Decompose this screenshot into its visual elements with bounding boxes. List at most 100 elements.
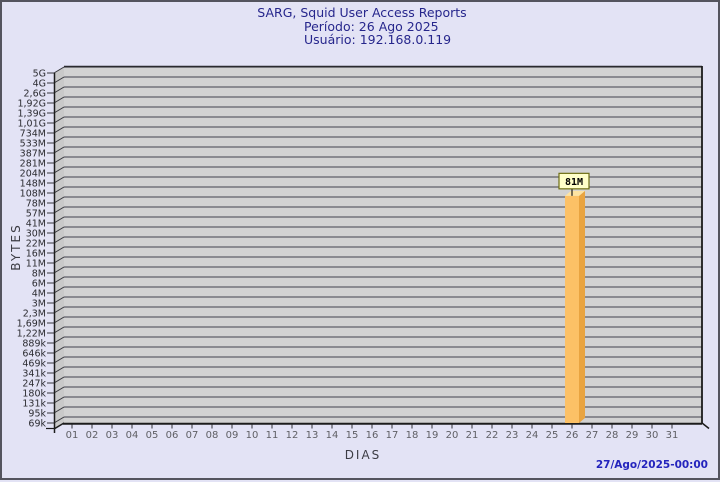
y-tick-label: 533M <box>20 139 46 150</box>
wall-diagonal <box>53 406 65 414</box>
plot-area <box>64 66 702 423</box>
wall-diagonal <box>53 416 65 424</box>
wall-diagonal <box>53 196 65 204</box>
wall-diagonal <box>53 136 65 144</box>
x-tick-label: 31 <box>666 430 679 441</box>
y-tick-label: 646k <box>22 349 46 360</box>
y-tick-label: 6M <box>32 279 46 290</box>
x-tick-label: 22 <box>486 430 499 441</box>
y-tick-label: 8M <box>32 269 46 280</box>
y-tick-label: 57M <box>26 209 46 220</box>
wall-diagonal <box>53 286 65 294</box>
y-tick-label: 281M <box>20 159 46 170</box>
y-tick-label: 78M <box>26 199 46 210</box>
x-tick-label: 29 <box>626 430 639 441</box>
x-tick-label: 14 <box>326 430 339 441</box>
x-tick-label: 08 <box>206 430 219 441</box>
y-tick-label: 4G <box>33 79 46 90</box>
x-tick-label: 30 <box>646 430 659 441</box>
y-tick-label: 148M <box>20 179 46 190</box>
wall-diagonal <box>53 156 65 164</box>
value-label-box <box>558 172 590 190</box>
wall-diagonal <box>53 116 65 124</box>
x-tick-label: 13 <box>306 430 319 441</box>
x-tick-label: 03 <box>106 430 119 441</box>
floor-right-bevel <box>701 422 710 430</box>
x-tick-label: 27 <box>586 430 599 441</box>
bar-value-label: 81M <box>565 177 583 188</box>
wall-diagonal <box>53 326 65 334</box>
x-tick-label: 18 <box>406 430 419 441</box>
y-tick-label: 41M <box>26 219 46 230</box>
wall-diagonal <box>53 206 65 214</box>
x-tick-label: 11 <box>266 430 279 441</box>
x-tick-label: 17 <box>386 430 399 441</box>
wall-diagonal <box>53 356 65 364</box>
wall-diagonal <box>53 316 65 324</box>
x-tick-label: 26 <box>566 430 579 441</box>
wall-diagonal <box>53 246 65 254</box>
x-tick-label: 25 <box>546 430 559 441</box>
x-tick-label: 20 <box>446 430 459 441</box>
data-bar-side <box>579 190 585 423</box>
x-tick-label: 12 <box>286 430 299 441</box>
wall-diagonal <box>53 86 65 94</box>
x-tick-label: 10 <box>246 430 259 441</box>
y-tick-label: 1,39G <box>17 109 46 120</box>
x-tick-label: 09 <box>226 430 239 441</box>
x-tick-label: 01 <box>66 430 79 441</box>
wall-diagonal <box>53 176 65 184</box>
y-tick-label: 3M <box>32 299 46 310</box>
wall-diagonal <box>53 146 65 154</box>
report-period: Período: 26 Ago 2025 <box>304 18 439 34</box>
x-tick-label: 28 <box>606 430 619 441</box>
wall-diagonal <box>53 236 65 244</box>
y-tick-label: 2,3M <box>23 309 46 320</box>
wall-diagonal <box>53 106 65 114</box>
wall-diagonal <box>53 276 65 284</box>
x-tick-label: 02 <box>86 430 99 441</box>
y-tick-label: 131k <box>22 399 46 410</box>
x-tick-label: 06 <box>166 430 179 441</box>
wall-diagonal <box>53 266 65 274</box>
wall-diagonal <box>53 96 65 104</box>
x-tick-label: 04 <box>126 430 139 441</box>
wall-diagonal <box>53 376 65 384</box>
x-axis-title: DIAS <box>344 448 382 462</box>
wall-diagonal <box>53 396 65 404</box>
x-tick-label: 15 <box>346 430 359 441</box>
wall-diagonal <box>53 166 65 174</box>
data-bar <box>565 195 579 423</box>
y-tick-label: 1,92G <box>17 99 46 110</box>
wall-diagonal <box>53 216 65 224</box>
y-tick-label: 180k <box>22 389 46 400</box>
y-tick-label: 1,22M <box>17 329 46 340</box>
y-tick-label: 5G <box>33 69 46 80</box>
wall-diagonal <box>53 126 65 134</box>
report-user: Usuário: 192.168.0.119 <box>304 32 452 47</box>
y-tick-label: 247k <box>22 379 46 390</box>
wall-diagonal <box>53 306 65 314</box>
wall-diagonal <box>53 366 65 374</box>
wall-diagonal <box>53 346 65 354</box>
y-tick-label: 1,01G <box>17 119 46 130</box>
wall-diagonal <box>53 336 65 344</box>
report-timestamp: 27/Ago/2025-00:00 <box>595 459 708 471</box>
y-tick-label: 4M <box>32 289 46 300</box>
wall-diagonal <box>53 186 65 194</box>
y-tick-label: 734M <box>20 129 46 140</box>
y-tick-label: 204M <box>20 169 46 180</box>
y-tick-label: 16M <box>26 249 46 260</box>
x-tick-label: 24 <box>526 430 539 441</box>
y-tick-label: 69k <box>28 419 46 430</box>
y-tick-label: 387M <box>20 149 46 160</box>
y-tick-label: 22M <box>26 239 46 250</box>
floor-left-bevel <box>53 422 65 430</box>
x-tick-label: 05 <box>146 430 159 441</box>
x-tick-label: 16 <box>366 430 379 441</box>
report-title: SARG, Squid User Access Reports <box>257 5 467 20</box>
wall-diagonal <box>53 296 65 304</box>
y-tick-label: 889k <box>22 339 46 350</box>
